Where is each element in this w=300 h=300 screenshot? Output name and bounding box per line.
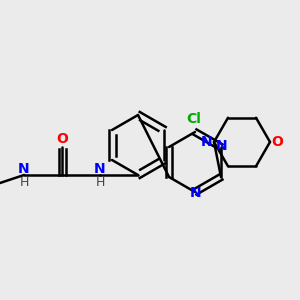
Text: N: N [190, 186, 202, 200]
Text: H: H [19, 176, 29, 188]
Text: H: H [95, 176, 105, 188]
Text: N: N [216, 139, 228, 153]
Text: N: N [201, 135, 213, 149]
Text: N: N [94, 162, 106, 176]
Text: Cl: Cl [187, 112, 201, 126]
Text: N: N [18, 162, 30, 176]
Text: O: O [56, 132, 68, 146]
Text: O: O [271, 135, 283, 149]
